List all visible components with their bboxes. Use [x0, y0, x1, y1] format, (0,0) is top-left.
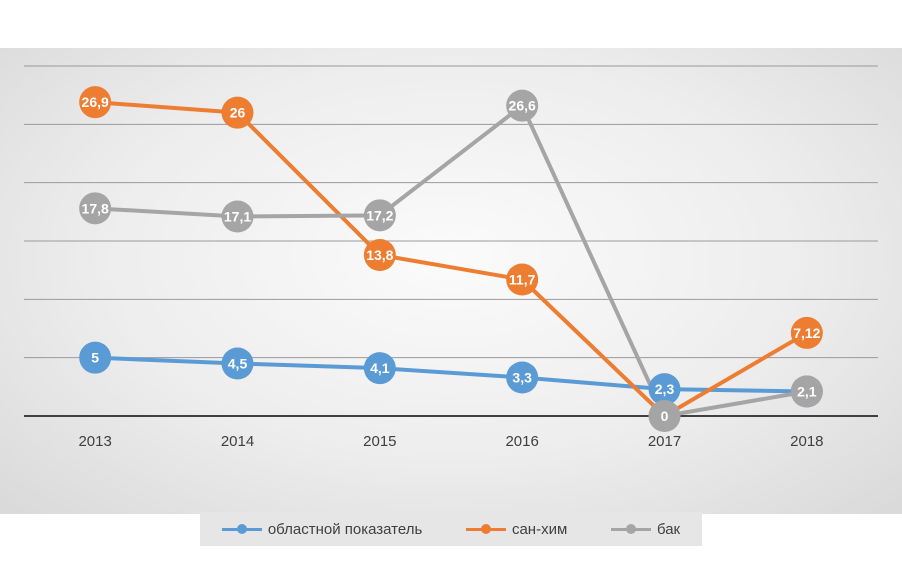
series-line-2 [95, 103, 808, 418]
data-point [221, 347, 254, 380]
data-point [363, 352, 396, 385]
data-label: 3,3 [512, 370, 532, 386]
data-label: 26 [230, 105, 246, 121]
data-label: 17,8 [82, 200, 109, 216]
data-point [506, 89, 539, 122]
legend-line-marker-icon [465, 524, 506, 534]
legend-line-marker-icon [221, 524, 262, 534]
data-label: 13,8 [366, 247, 393, 263]
series-line-0 [95, 355, 807, 394]
chart-area: 2013 2014 2015 2016 2017 2018 5 4,5 4,1 3,3 2,3 2,1… [0, 48, 902, 546]
legend-item: сан-хим [465, 520, 568, 538]
x-tick-label: 2013 [78, 433, 111, 450]
data-label: 4,1 [370, 360, 390, 376]
data-point [506, 361, 539, 394]
data-point [221, 200, 254, 233]
series-line-1 [95, 100, 808, 418]
data-point [648, 373, 681, 406]
data-label: 17,2 [366, 207, 393, 223]
x-tick-label: 2017 [648, 433, 681, 450]
x-tick-label: 2016 [505, 433, 538, 450]
data-label: 11,7 [509, 272, 536, 288]
data-point [221, 96, 254, 129]
data-label: 2,3 [655, 381, 675, 397]
x-tick-label: 2015 [363, 433, 396, 450]
x-tick-label: 2014 [221, 433, 254, 450]
line-chart: 2013 2014 2015 2016 2017 2018 5 4,5 4,1 3,3 2,3 2,1… [24, 65, 878, 450]
data-point [79, 341, 112, 374]
data-point [79, 192, 112, 225]
data-label: 17,1 [224, 209, 251, 225]
data-point [506, 263, 539, 296]
legend-label: областной показатель [267, 520, 423, 538]
data-label: 0 [661, 408, 669, 424]
x-tick-label: 2018 [790, 433, 823, 450]
data-point [648, 400, 681, 432]
legend-line-marker-icon [610, 524, 651, 534]
data-point [79, 86, 112, 119]
data-label: 5 [91, 350, 99, 366]
data-point [790, 316, 823, 349]
data-point [790, 375, 823, 408]
legend-item: бак [610, 520, 681, 538]
legend-label: сан-хим [511, 520, 568, 538]
legend-label: бак [656, 520, 681, 538]
data-label: 2,1 [797, 384, 817, 400]
data-label: 26,9 [82, 94, 109, 110]
data-label: 7,12 [793, 325, 820, 341]
data-label: 26,6 [509, 98, 536, 114]
legend-item: областной показатель [221, 520, 423, 538]
legend: областной показатель сан-хим бак [200, 512, 702, 546]
data-point [363, 239, 396, 271]
data-label: 4,5 [228, 356, 248, 372]
data-point [363, 199, 396, 232]
